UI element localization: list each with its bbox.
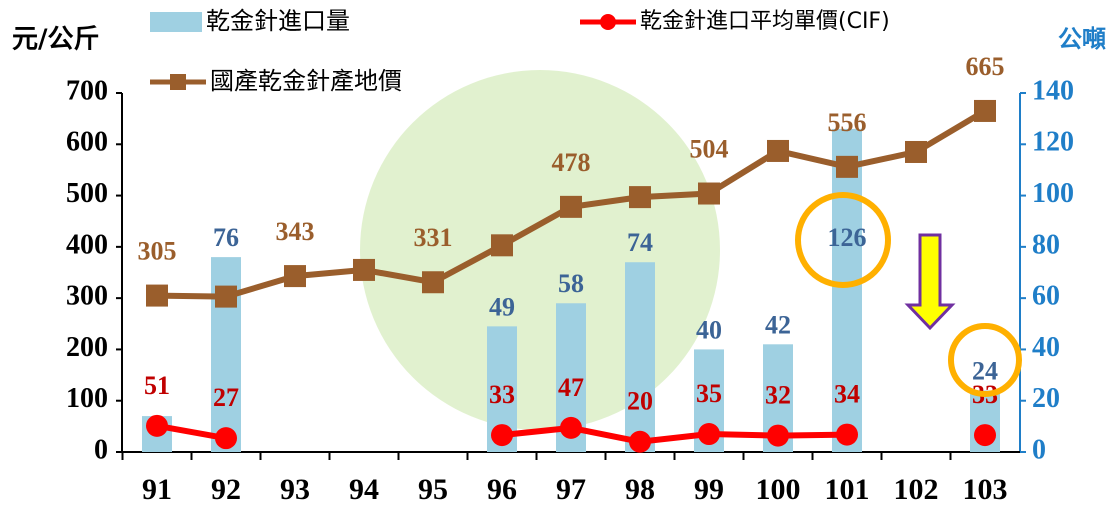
bar <box>832 128 862 452</box>
point <box>146 284 168 307</box>
x-tick-label: 93 <box>280 473 310 506</box>
data-label: 58 <box>558 269 584 298</box>
highlight-circle <box>948 323 1022 397</box>
x-tick-label: 103 <box>963 473 1008 506</box>
x-tick-label: 91 <box>142 473 172 506</box>
data-label: 74 <box>627 228 653 257</box>
x-tick-label: 94 <box>349 473 379 506</box>
y2-tick-label: 60 <box>1032 281 1060 312</box>
data-label: 556 <box>828 108 867 137</box>
y2-tick-label: 80 <box>1032 229 1060 260</box>
data-label: 331 <box>414 223 453 252</box>
point <box>353 258 375 281</box>
y2-tick-label: 40 <box>1032 332 1060 363</box>
legend-swatch <box>600 14 616 30</box>
point <box>974 424 996 447</box>
data-label: 24 <box>972 356 998 385</box>
data-label: 40 <box>696 315 722 344</box>
legend-swatch <box>170 74 186 90</box>
x-tick-label: 92 <box>211 473 241 506</box>
y2-tick-label: 0 <box>1032 434 1046 465</box>
data-label: 126 <box>828 223 867 252</box>
point <box>974 99 996 122</box>
legend-label: 乾金針進口量 <box>206 7 350 35</box>
data-label: 35 <box>696 379 722 408</box>
data-label: 42 <box>765 310 791 339</box>
highlight-circle <box>795 192 891 288</box>
data-label: 76 <box>213 223 239 252</box>
y-tick-label: 100 <box>66 383 108 414</box>
data-label: 478 <box>552 148 591 177</box>
point <box>767 139 789 162</box>
x-tick-label: 97 <box>556 473 586 506</box>
point <box>422 271 444 294</box>
x-tick-label: 98 <box>625 473 655 506</box>
point <box>215 427 237 450</box>
x-tick-label: 100 <box>756 473 801 506</box>
legend-label: 乾金針進口平均單價(CIF) <box>640 9 890 34</box>
y-tick-label: 700 <box>66 75 108 106</box>
x-tick-label: 99 <box>694 473 724 506</box>
point <box>560 195 582 218</box>
y-tick-label: 300 <box>66 281 108 312</box>
point <box>491 234 513 257</box>
down-arrow <box>904 233 956 331</box>
data-label: 20 <box>627 387 653 416</box>
point <box>836 155 858 178</box>
data-label: 305 <box>138 237 177 266</box>
point <box>905 140 927 163</box>
point <box>491 424 513 447</box>
data-label: 49 <box>489 292 515 321</box>
y2-tick-label: 20 <box>1032 383 1060 414</box>
x-tick-label: 96 <box>487 473 517 506</box>
data-label: 33 <box>489 380 515 409</box>
point <box>836 423 858 446</box>
y2-tick-label: 100 <box>1032 178 1074 209</box>
y-tick-label: 200 <box>66 332 108 363</box>
data-label: 504 <box>690 134 729 163</box>
y-tick-label: 600 <box>66 127 108 158</box>
point <box>284 265 306 288</box>
y-tick-label: 500 <box>66 178 108 209</box>
point <box>629 186 651 209</box>
point <box>215 285 237 308</box>
data-label: 51 <box>144 371 170 400</box>
point <box>767 424 789 447</box>
point <box>629 430 651 453</box>
data-label: 32 <box>765 381 791 410</box>
y2-tick-label: 140 <box>1032 75 1074 106</box>
point <box>698 423 720 446</box>
point <box>560 416 582 439</box>
x-tick-label: 101 <box>825 473 870 506</box>
y-tick-label: 0 <box>94 434 108 465</box>
y-axis-label: 元/公斤 <box>12 25 100 55</box>
data-label: 47 <box>558 373 584 402</box>
data-label: 27 <box>213 383 239 412</box>
data-label: 665 <box>966 52 1005 81</box>
y-tick-label: 400 <box>66 229 108 260</box>
y2-tick-label: 120 <box>1032 127 1074 158</box>
x-tick-label: 95 <box>418 473 448 506</box>
legend-swatch <box>150 12 202 32</box>
data-label: 34 <box>834 380 860 409</box>
legend-label: 國產乾金針產地價 <box>210 67 402 95</box>
point <box>698 182 720 205</box>
data-label: 343 <box>276 217 315 246</box>
bar <box>625 262 655 452</box>
x-tick-label: 102 <box>894 473 939 506</box>
y2-axis-label: 公噸 <box>1058 25 1106 53</box>
point <box>146 414 168 437</box>
